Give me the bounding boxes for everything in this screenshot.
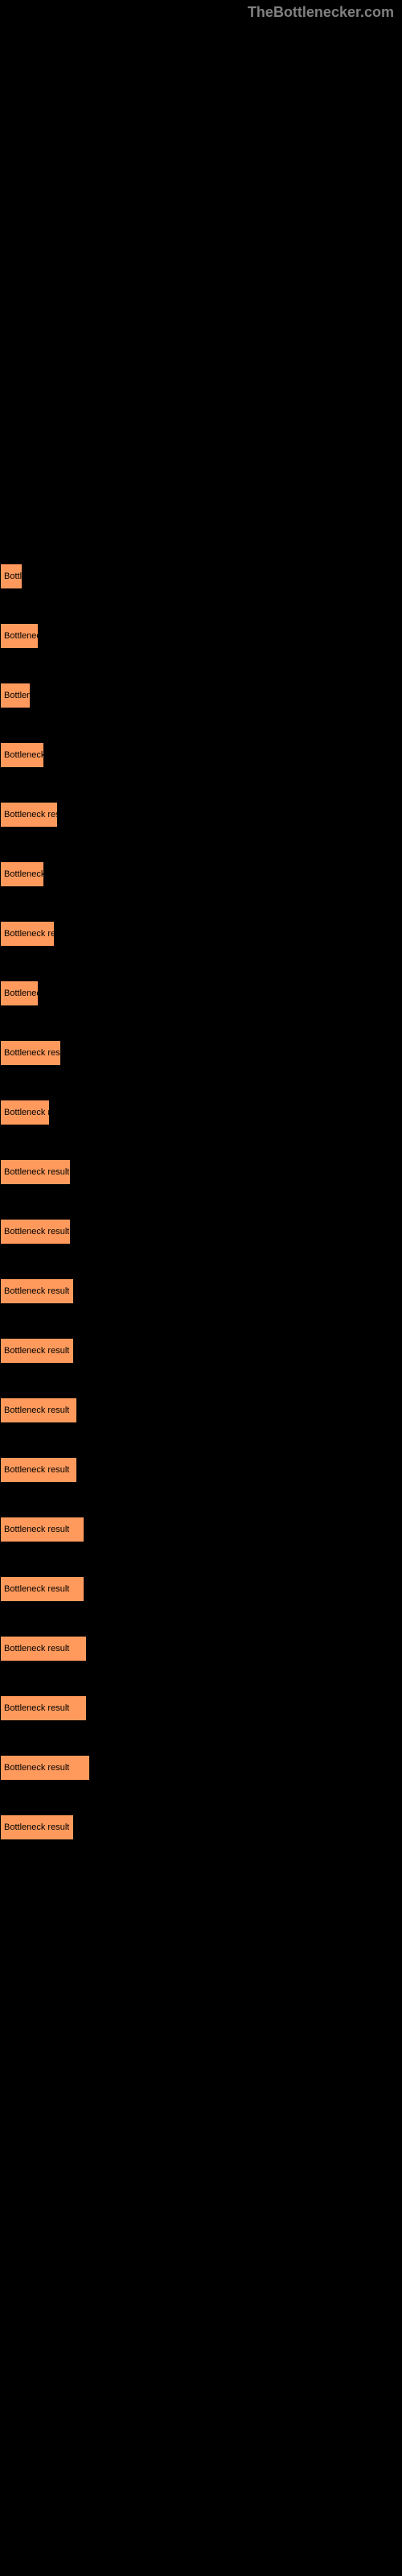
bar: Bottleneck result: [0, 1397, 77, 1423]
bar-label: Bottleneck result: [4, 1227, 69, 1236]
bar-label: Bottleneck result: [4, 1406, 69, 1415]
bar: Bottl: [0, 564, 23, 589]
bar-row: Bottleneck: [0, 742, 402, 768]
bar: Bottleneck: [0, 742, 44, 768]
bar-label: Bottleneck result: [4, 1286, 69, 1296]
bar-row: Bottleneck result: [0, 1278, 402, 1304]
bar: Bottleneck resu: [0, 1040, 61, 1066]
bar-chart: Bottl Bottlenec Bottlen Bottleneck Bottlenec…: [0, 0, 402, 1914]
bar-label: Bottleneck result: [4, 1346, 69, 1356]
bar-row: Bottlenec: [0, 980, 402, 1006]
bar-row: Bottleneck re: [0, 921, 402, 947]
bar-row: Bottleneck: [0, 861, 402, 887]
bar-label: Bottl: [4, 572, 22, 581]
bar: Bottleneck result: [0, 1695, 87, 1721]
bar: Bottleneck: [0, 861, 44, 887]
bar-row: Bottleneck resu: [0, 1040, 402, 1066]
bar: Bottlen: [0, 683, 31, 708]
bar: Bottleneck result: [0, 1338, 74, 1364]
bar: Bottleneck result: [0, 1755, 90, 1781]
bar: Bottlenec: [0, 980, 39, 1006]
bar-label: Bottleneck res: [4, 810, 57, 819]
bar-label: Bottleneck re: [4, 929, 54, 939]
bar-label: Bottleneck: [4, 869, 43, 879]
bar-row: Bottleneck result: [0, 1397, 402, 1423]
bar: Bottleneck r: [0, 1100, 50, 1125]
bar-row: Bottleneck result: [0, 1695, 402, 1721]
bar-label: Bottleneck result: [4, 1525, 69, 1534]
bar: Bottleneck result: [0, 1159, 71, 1185]
bar-label: Bottleneck resu: [4, 1048, 60, 1058]
bar-label: Bottleneck result: [4, 1763, 69, 1773]
bar-label: Bottleneck result: [4, 1167, 69, 1177]
bar: Bottleneck re: [0, 921, 55, 947]
bar: Bottleneck result: [0, 1219, 71, 1245]
bar-row: Bottlenec: [0, 623, 402, 649]
bar-row: Bottleneck result: [0, 1814, 402, 1840]
bar: Bottleneck result: [0, 1278, 74, 1304]
bar-label: Bottleneck result: [4, 1465, 69, 1475]
bar: Bottlenec: [0, 623, 39, 649]
bar-row: Bottleneck result: [0, 1338, 402, 1364]
bar-label: Bottlen: [4, 691, 30, 700]
bar: Bottleneck result: [0, 1457, 77, 1483]
bar-label: Bottleneck r: [4, 1108, 49, 1117]
bar: Bottleneck res: [0, 802, 58, 828]
bar-row: Bottleneck result: [0, 1755, 402, 1781]
bar: Bottleneck result: [0, 1814, 74, 1840]
bar-row: Bottleneck result: [0, 1576, 402, 1602]
bar-label: Bottlenec: [4, 631, 38, 641]
bar-row: Bottleneck result: [0, 1636, 402, 1662]
bar: Bottleneck result: [0, 1636, 87, 1662]
bar-row: Bottl: [0, 564, 402, 589]
bar-row: Bottleneck result: [0, 1159, 402, 1185]
bar: Bottleneck result: [0, 1576, 84, 1602]
bar-label: Bottleneck result: [4, 1703, 69, 1713]
bar-row: Bottlen: [0, 683, 402, 708]
bar-row: Bottleneck result: [0, 1457, 402, 1483]
bar-label: Bottleneck result: [4, 1584, 69, 1594]
bar-row: Bottleneck res: [0, 802, 402, 828]
bar-label: Bottleneck result: [4, 1823, 69, 1832]
bar-label: Bottleneck result: [4, 1644, 69, 1653]
bar-label: Bottleneck: [4, 750, 43, 760]
bar-row: Bottleneck result: [0, 1219, 402, 1245]
bar-row: Bottleneck result: [0, 1517, 402, 1542]
bar: Bottleneck result: [0, 1517, 84, 1542]
bar-label: Bottlenec: [4, 989, 38, 998]
bar-row: Bottleneck r: [0, 1100, 402, 1125]
watermark-text: TheBottlenecker.com: [248, 4, 394, 21]
